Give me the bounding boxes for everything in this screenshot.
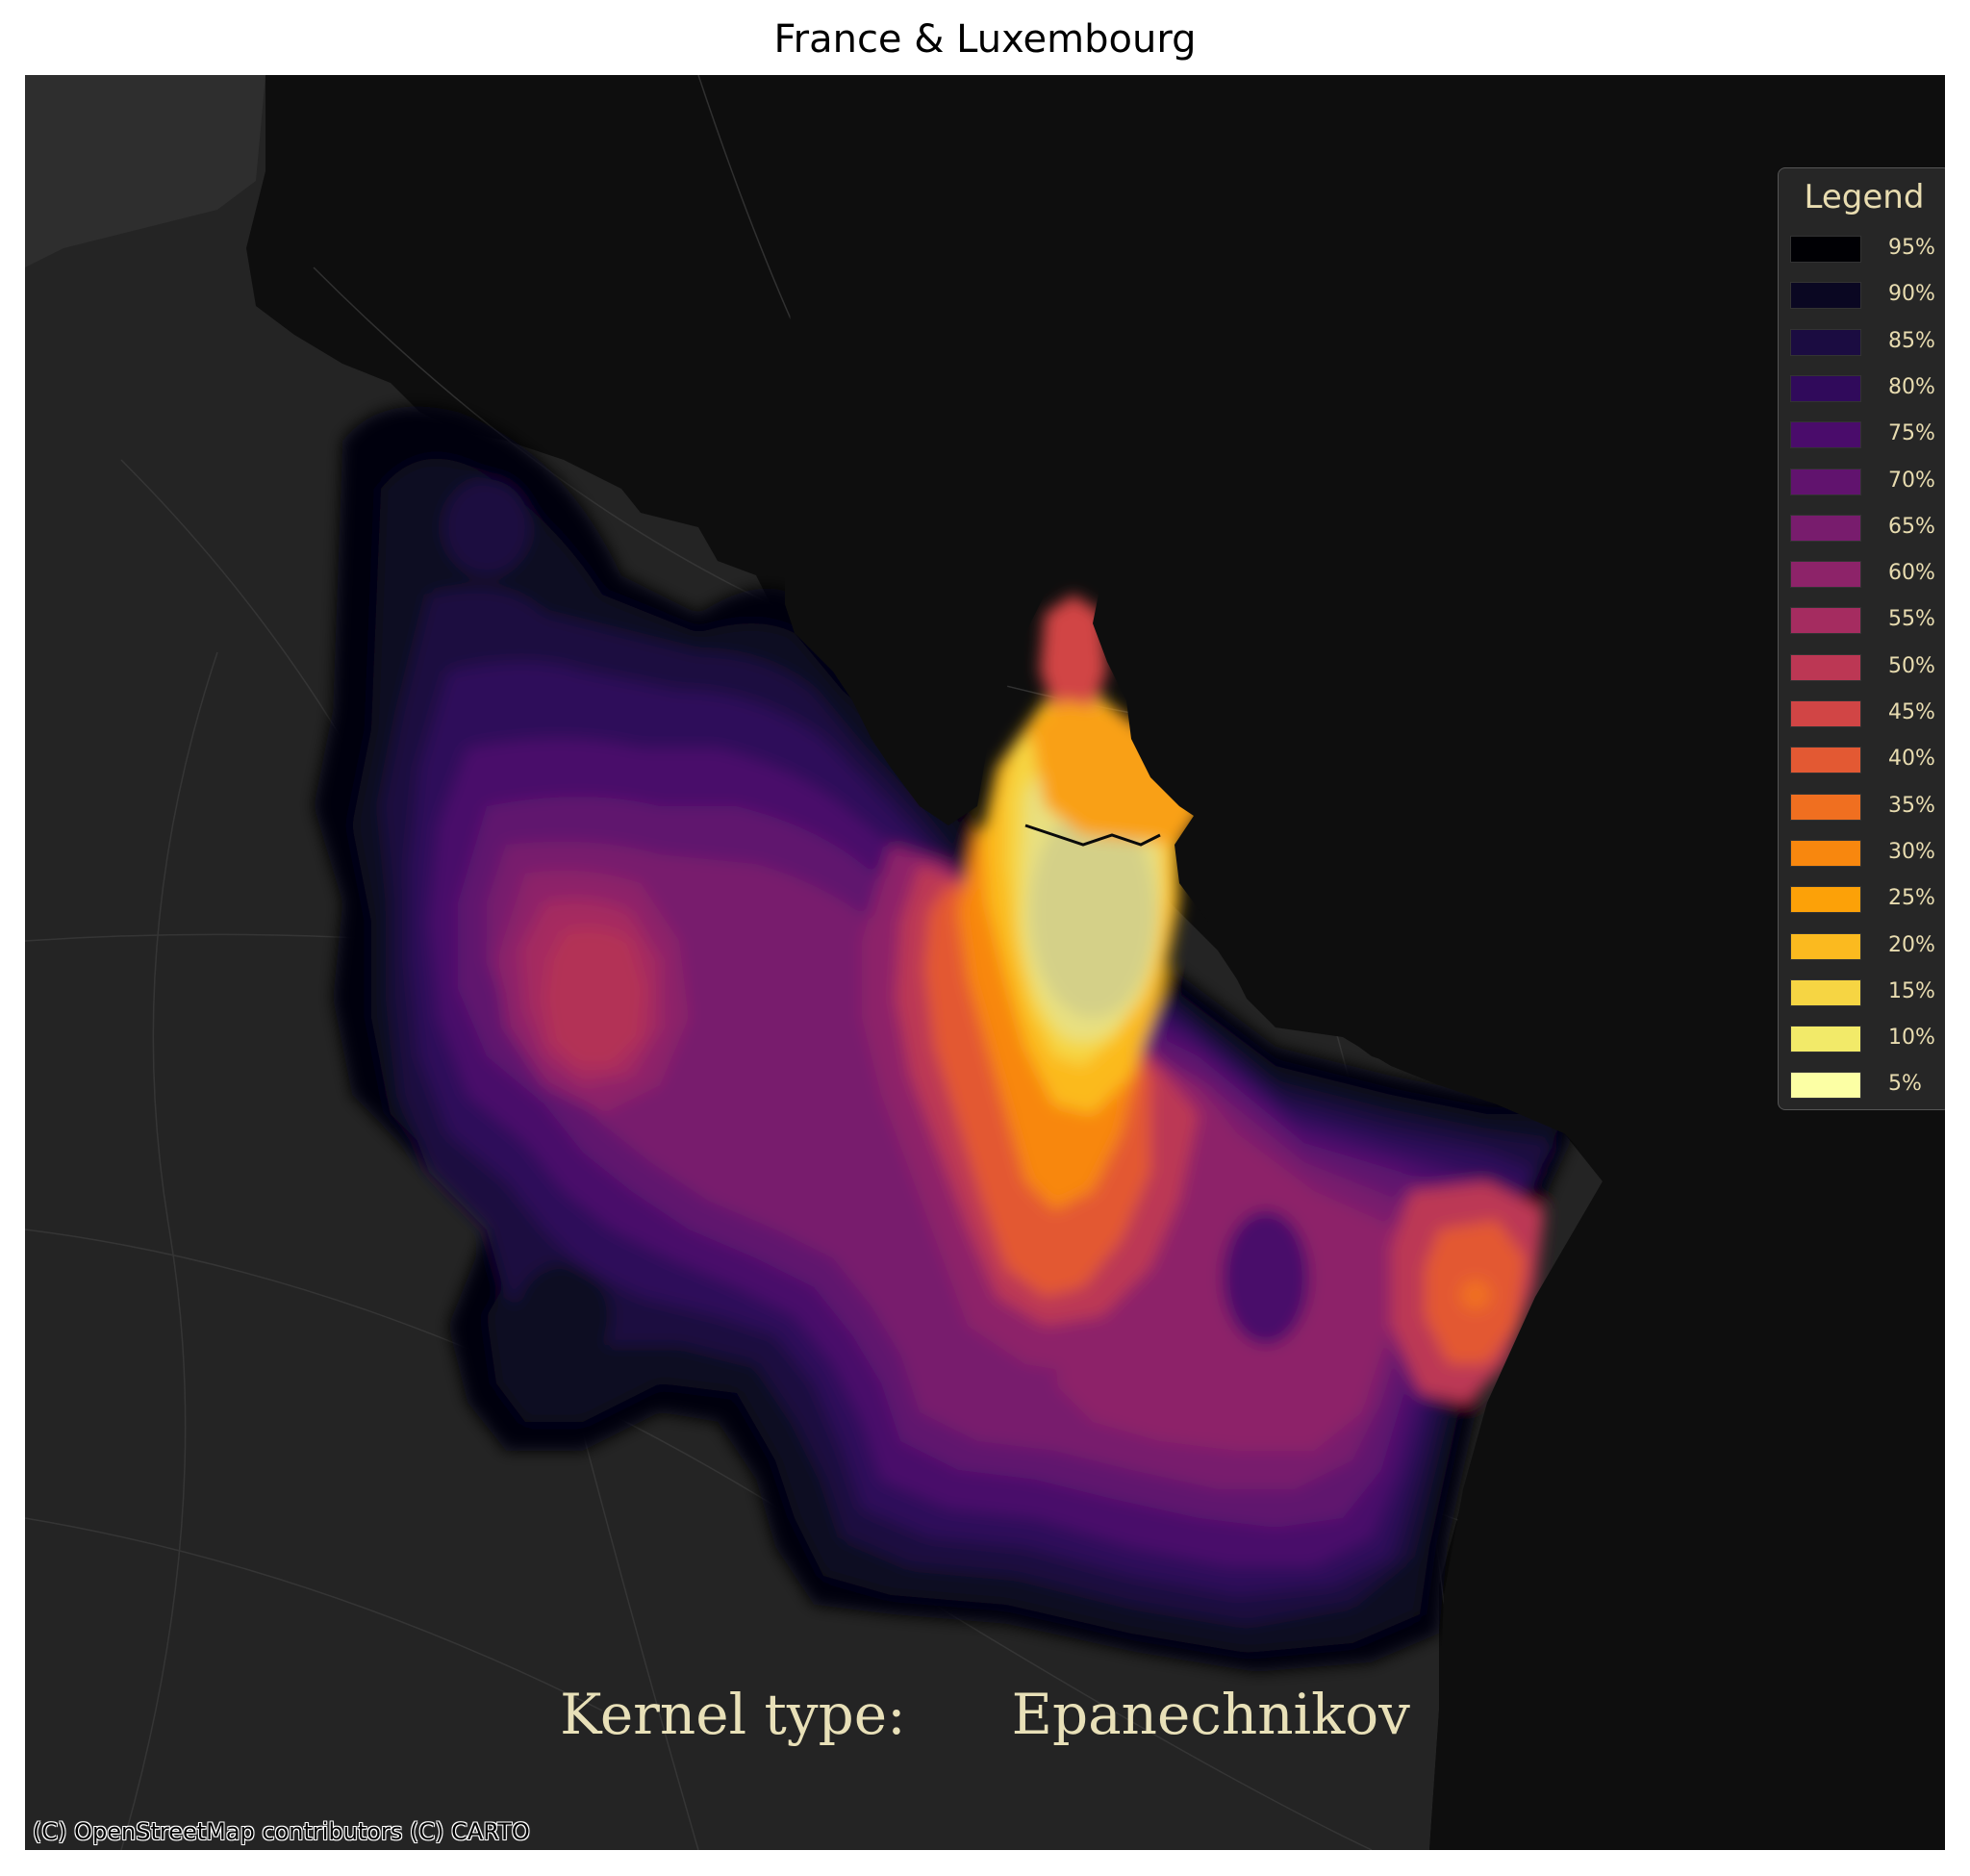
legend-label: 25% xyxy=(1888,886,1935,911)
legend-item: 65% xyxy=(1790,511,1944,544)
legend-item: 25% xyxy=(1790,882,1944,915)
legend-label: 95% xyxy=(1888,236,1935,260)
neighbor-country-overlay xyxy=(785,75,1945,1850)
contour-45-lux xyxy=(1040,595,1107,710)
sea-region xyxy=(25,75,265,267)
contour-hole-mid xyxy=(1223,1210,1309,1345)
legend-label: 75% xyxy=(1888,421,1935,446)
legend-label: 80% xyxy=(1888,374,1935,399)
legend-swatch xyxy=(1790,607,1861,635)
legend-swatch xyxy=(1790,421,1861,449)
legend-item: 85% xyxy=(1790,325,1944,358)
legend-swatch xyxy=(1790,328,1861,356)
legend-item: 35% xyxy=(1790,790,1944,823)
legend-label: 15% xyxy=(1888,978,1935,1003)
map-canvas[interactable]: Legend 95% 90% 85% 80% 75% 70% 65% 60% 55% 50% 45%… xyxy=(25,75,1945,1850)
legend-label: 70% xyxy=(1888,468,1935,493)
legend-item: 15% xyxy=(1790,976,1944,1008)
legend-swatch xyxy=(1790,978,1861,1006)
kde-contours xyxy=(314,406,1593,1673)
legend-swatch xyxy=(1790,653,1861,681)
legend-item: 40% xyxy=(1790,743,1944,775)
legend-swatch xyxy=(1790,468,1861,495)
legend-panel: Legend 95% 90% 85% 80% 75% 70% 65% 60% 55% 50% 45%… xyxy=(1778,167,1945,1110)
map-attribution[interactable]: (C) OpenStreetMap contributors (C) CARTO xyxy=(33,1818,530,1845)
contour-30-east xyxy=(1460,1280,1491,1310)
legend-swatch xyxy=(1790,1026,1861,1053)
basemap-and-density xyxy=(25,75,1945,1850)
legend-item: 60% xyxy=(1790,557,1944,590)
legend-swatch xyxy=(1790,886,1861,914)
legend-swatch xyxy=(1790,514,1861,542)
legend-item: 20% xyxy=(1790,929,1944,962)
legend-item: 75% xyxy=(1790,418,1944,450)
legend-swatch xyxy=(1790,236,1861,263)
legend-swatch xyxy=(1790,839,1861,867)
legend-item: 90% xyxy=(1790,278,1944,311)
legend-item: 30% xyxy=(1790,836,1944,869)
legend-label: 60% xyxy=(1888,561,1935,586)
legend-swatch xyxy=(1790,793,1861,821)
legend-swatch xyxy=(1790,374,1861,402)
legend-item: 80% xyxy=(1790,371,1944,404)
legend-label: 50% xyxy=(1888,653,1935,678)
contour-hole-sw xyxy=(516,1263,612,1369)
legend-label: 85% xyxy=(1888,328,1935,353)
kernel-label: Kernel type: xyxy=(560,1682,906,1747)
map-title: France & Luxembourg xyxy=(773,17,1197,62)
legend-label: 20% xyxy=(1888,932,1935,957)
contour-25-lux xyxy=(1030,700,1203,845)
kernel-annotation: Kernel type: Epanechnikov xyxy=(0,1682,1970,1747)
legend-label: 30% xyxy=(1888,839,1935,864)
legend-swatch xyxy=(1790,700,1861,727)
legend-label: 5% xyxy=(1888,1072,1922,1097)
legend-label: 40% xyxy=(1888,747,1935,772)
legend-label: 65% xyxy=(1888,514,1935,539)
legend-swatch xyxy=(1790,282,1861,310)
legend-title: Legend xyxy=(1804,178,1925,216)
legend-label: 90% xyxy=(1888,282,1935,307)
kernel-value: Epanechnikov xyxy=(1011,1682,1410,1747)
legend-item: 55% xyxy=(1790,603,1944,636)
legend-item: 10% xyxy=(1790,1022,1944,1054)
legend-item: 5% xyxy=(1790,1068,1944,1101)
legend-swatch xyxy=(1790,747,1861,774)
legend-item: 95% xyxy=(1790,232,1944,265)
legend-label: 10% xyxy=(1888,1026,1935,1051)
legend-item: 45% xyxy=(1790,697,1944,729)
legend-swatch xyxy=(1790,1072,1861,1100)
legend-item: 70% xyxy=(1790,465,1944,497)
contour-hole-nw xyxy=(443,479,530,575)
contour-50-west xyxy=(544,927,645,1066)
country-border-line xyxy=(1024,824,1161,847)
legend-label: 55% xyxy=(1888,607,1935,632)
legend-swatch xyxy=(1790,561,1861,589)
contour-5-center xyxy=(1030,806,1155,1018)
legend-item: 50% xyxy=(1790,650,1944,683)
legend-label: 35% xyxy=(1888,793,1935,818)
legend-swatch xyxy=(1790,932,1861,960)
legend-label: 45% xyxy=(1888,700,1935,724)
